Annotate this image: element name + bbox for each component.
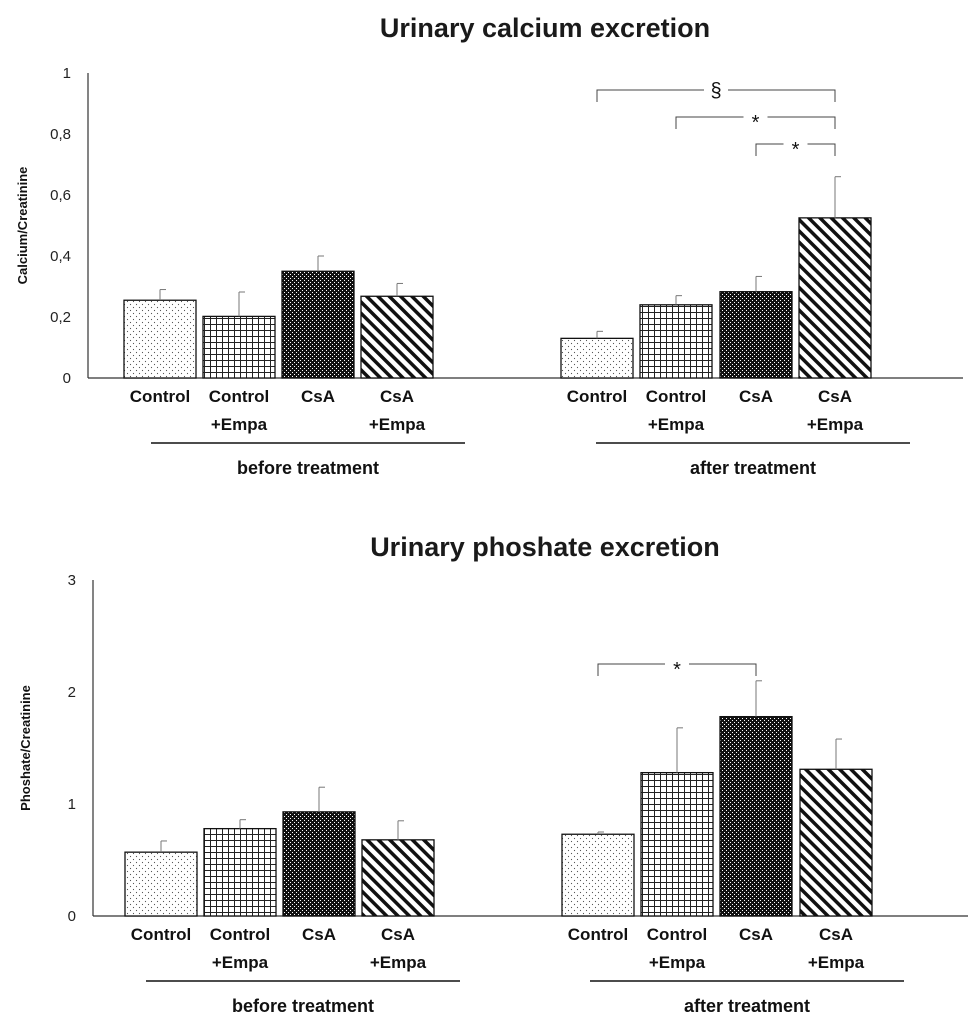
x-tick-label: CsA — [739, 387, 773, 406]
x-tick-label: +Empa — [808, 953, 865, 972]
x-tick-label: CsA — [381, 925, 415, 944]
significance-label: * — [673, 659, 681, 681]
significance-bracket — [767, 116, 836, 129]
significance-label: * — [752, 112, 760, 134]
y-tick-label: 0,6 — [50, 187, 71, 204]
x-tick-label: CsA — [301, 387, 335, 406]
y-tick-label: 0,8 — [50, 126, 71, 143]
x-tick-label: CsA — [819, 925, 853, 944]
bar — [123, 299, 197, 379]
significance-bracket — [728, 89, 836, 102]
y-tick-label: 0 — [63, 370, 71, 387]
group-label: before treatment — [237, 458, 379, 478]
bar — [798, 217, 872, 379]
x-tick-label: +Empa — [369, 415, 426, 434]
bar — [203, 827, 277, 917]
x-tick-label: Control — [646, 387, 706, 406]
chart-title: Urinary phoshate excretion — [370, 532, 720, 562]
x-tick-label: +Empa — [211, 415, 268, 434]
significance-bracket — [689, 663, 757, 676]
group-label: before treatment — [232, 996, 374, 1016]
bar — [361, 839, 435, 917]
significance-bracket — [755, 143, 784, 156]
chart-2: Urinary phoshate excretion Phoshate/Creat… — [18, 532, 968, 1016]
x-tick-label: Control — [647, 925, 707, 944]
x-tick-label: CsA — [302, 925, 336, 944]
significance-bracket — [807, 143, 836, 156]
y-tick-label: 0,2 — [50, 309, 71, 326]
bar — [719, 715, 793, 917]
bar — [639, 304, 713, 379]
bar — [719, 291, 793, 379]
significance-bracket — [675, 116, 744, 129]
y-tick-label: 0 — [68, 908, 76, 925]
significance-bracket — [596, 89, 704, 102]
x-tick-label: Control — [209, 387, 269, 406]
x-tick-label: CsA — [739, 925, 773, 944]
group-label: after treatment — [690, 458, 816, 478]
chart-1: Urinary calcium excretion Calcium/Creatin… — [15, 13, 963, 478]
significance-label: * — [792, 139, 800, 161]
x-tick-label: +Empa — [370, 953, 427, 972]
y-axis-label: Calcium/Creatinine — [15, 167, 30, 285]
significance-bracket — [597, 663, 665, 676]
bar — [282, 811, 356, 917]
y-tick-label: 2 — [68, 684, 76, 701]
bar — [202, 315, 276, 379]
group-label: after treatment — [684, 996, 810, 1016]
y-tick-label: 1 — [68, 796, 76, 813]
x-tick-label: CsA — [818, 387, 852, 406]
x-tick-label: +Empa — [648, 415, 705, 434]
y-axis-label: Phoshate/Creatinine — [18, 685, 33, 811]
bar — [640, 771, 714, 917]
x-tick-label: Control — [567, 387, 627, 406]
x-tick-label: +Empa — [212, 953, 269, 972]
x-tick-label: +Empa — [807, 415, 864, 434]
x-tick-label: +Empa — [649, 953, 706, 972]
x-tick-label: Control — [210, 925, 270, 944]
y-tick-label: 1 — [63, 65, 71, 82]
bar — [561, 833, 635, 917]
chart-title: Urinary calcium excretion — [380, 13, 710, 43]
x-tick-label: Control — [130, 387, 190, 406]
bar — [360, 295, 434, 379]
x-tick-label: Control — [131, 925, 191, 944]
significance-label: § — [710, 80, 721, 102]
x-tick-label: CsA — [380, 387, 414, 406]
bar — [124, 851, 198, 917]
bar — [281, 270, 355, 379]
y-tick-label: 3 — [68, 572, 76, 589]
x-tick-label: Control — [568, 925, 628, 944]
bar — [799, 768, 873, 917]
y-tick-label: 0,4 — [50, 248, 71, 265]
bar — [560, 337, 634, 379]
